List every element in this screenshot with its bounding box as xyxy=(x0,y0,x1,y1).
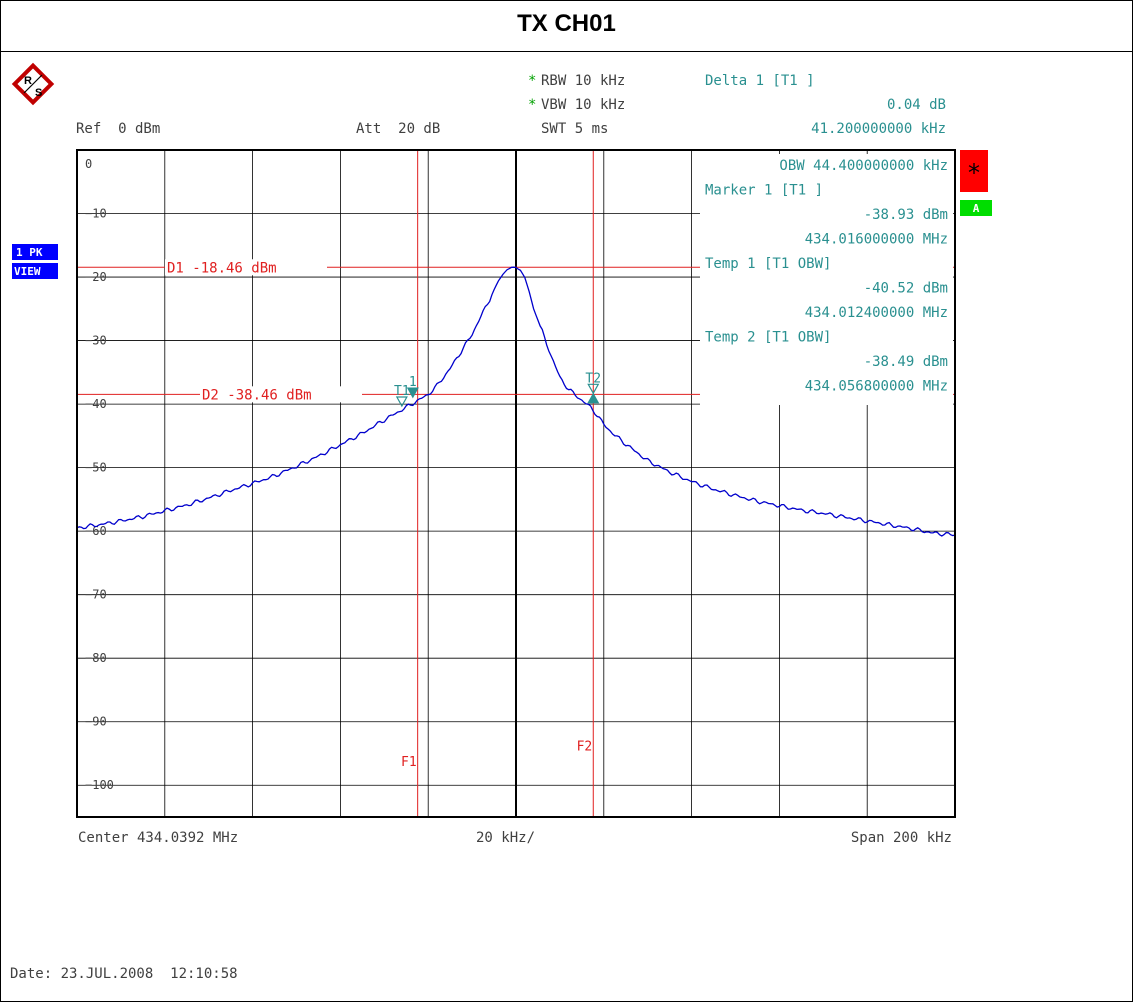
display-line-label-bg xyxy=(200,386,362,403)
marker-info-line: Temp 2 [T1 OBW] xyxy=(705,330,831,346)
y-tick-label: −90 xyxy=(85,715,107,729)
marker-label: T2 xyxy=(585,371,601,386)
marker-info-line: -38.93 dBm xyxy=(864,207,948,223)
center-frequency: Center 434.0392 MHz xyxy=(78,830,238,846)
display-line-label: D2 -38.46 dBm xyxy=(202,387,312,403)
title-bar: TX CH01 xyxy=(0,0,1133,52)
marker-info-line: -38.49 dBm xyxy=(864,354,948,370)
marker-info-line: Temp 1 [T1 OBW] xyxy=(705,256,831,272)
marker-info-line: OBW 44.400000000 kHz xyxy=(779,158,948,174)
frequency-line-label: F2 xyxy=(577,739,593,754)
y-tick-labels: 0 −10 −20 −30 −40 −50 −60 −70 −80 −90 −100 xyxy=(85,157,114,792)
delta-frequency: 41.200000000 kHz xyxy=(811,121,946,137)
delta-label: Delta 1 [T1 ] xyxy=(705,73,815,89)
plot-grid xyxy=(77,150,955,817)
frequency-line-label: F1 xyxy=(401,755,417,770)
trace-badge: 1 PK VIEW xyxy=(12,244,58,279)
marker-layer: T11 T2 xyxy=(394,371,601,408)
y-tick-label: −40 xyxy=(85,397,107,411)
marker-info-panel: OBW 44.400000000 kHz Marker 1 [T1 ] -38.93… xyxy=(700,154,953,405)
date-stamp: Date: 23.JUL.2008 12:10:58 xyxy=(10,966,238,982)
display-line-label-bg xyxy=(165,259,327,276)
marker-label: 1 xyxy=(409,375,417,390)
y-tick-label: −60 xyxy=(85,524,107,538)
rohde-schwarz-logo-icon: R S xyxy=(11,62,55,106)
y-tick-label: −100 xyxy=(85,778,114,792)
mode-badge-label: VIEW xyxy=(14,265,41,278)
marker-info-line: -40.52 dBm xyxy=(864,281,948,297)
marker-symbol xyxy=(587,392,600,404)
a-flag: A xyxy=(973,202,980,215)
chart-title: TX CH01 xyxy=(517,10,616,37)
ref-level: Ref 0 dBm xyxy=(76,121,160,137)
marker-info-bg xyxy=(700,154,953,405)
star-flag: * xyxy=(968,159,980,187)
y-tick-label: −10 xyxy=(85,207,107,221)
marker-symbol xyxy=(406,387,419,399)
svg-text:R: R xyxy=(24,75,32,87)
marker-symbol xyxy=(587,383,600,395)
plot-border xyxy=(76,149,956,818)
swt-label: SWT 5 ms xyxy=(541,121,608,137)
rbw-label: RBW 10 kHz xyxy=(541,73,625,89)
marker-symbol xyxy=(395,396,408,408)
trace-line xyxy=(76,266,956,537)
span: Span 200 kHz xyxy=(851,830,952,846)
trace-badge-label: 1 PK xyxy=(16,246,43,259)
marker-info-line: 434.056800000 MHz xyxy=(805,379,948,395)
marker-info-line: Marker 1 [T1 ] xyxy=(705,183,823,199)
status-flags: * A xyxy=(960,150,992,216)
svg-text:S: S xyxy=(35,87,42,99)
display-line-label: D1 -18.46 dBm xyxy=(167,260,277,276)
y-tick-label: −70 xyxy=(85,588,107,602)
attenuation: Att 20 dB xyxy=(356,121,440,137)
marker-info-line: 434.016000000 MHz xyxy=(805,232,948,248)
y-tick-label: −30 xyxy=(85,334,107,348)
y-tick-label: −80 xyxy=(85,651,107,665)
marker-info-line: 434.012400000 MHz xyxy=(805,305,948,321)
y-tick-label: −50 xyxy=(85,461,107,475)
vbw-label: VBW 10 kHz xyxy=(541,97,625,113)
vbw-star: * xyxy=(528,97,536,113)
y-tick-label: 0 xyxy=(85,157,92,171)
delta-value: 0.04 dB xyxy=(887,97,946,113)
y-tick-label: −20 xyxy=(85,270,107,284)
frequency-division: 20 kHz/ xyxy=(476,830,535,846)
rbw-star: * xyxy=(528,73,536,89)
marker-label: T1 xyxy=(394,384,410,399)
